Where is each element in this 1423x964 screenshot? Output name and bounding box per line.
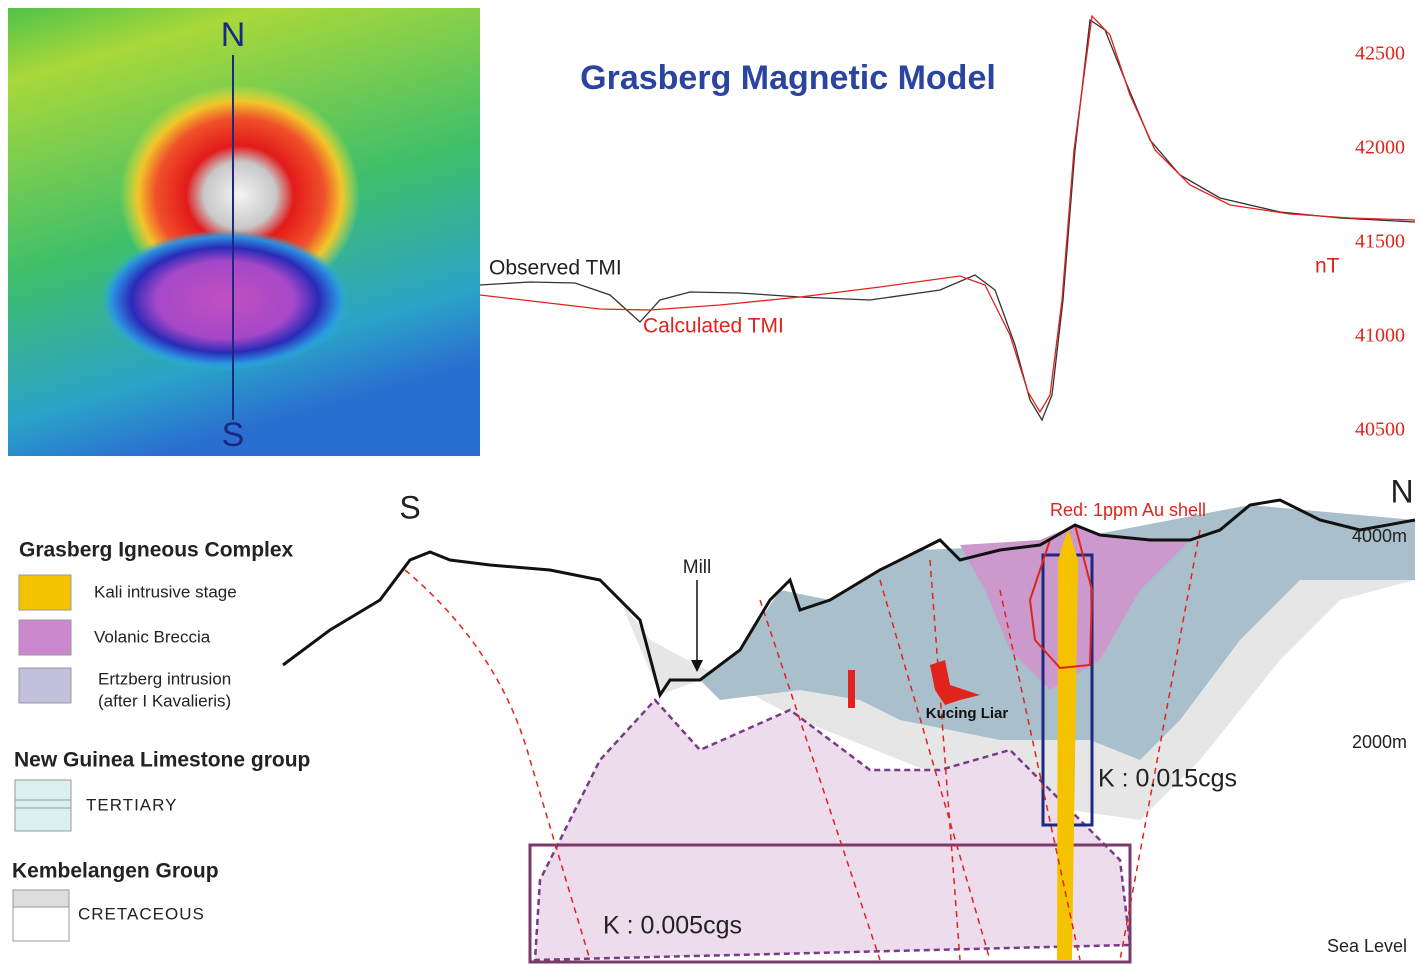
legend-title: New Guinea Limestone group	[14, 749, 310, 772]
unit-label: nT	[1315, 255, 1340, 278]
map-south: S	[222, 416, 245, 454]
sea-level: Sea Level	[1327, 936, 1407, 956]
map: N S	[8, 8, 480, 456]
calculated-label: Calculated TMI	[643, 315, 784, 338]
legend-item: (after I Kavalieris)	[98, 691, 231, 710]
legend-item: TERTIARY	[86, 795, 177, 814]
section: S N Red: 1ppm Au shell 4000m 2000m Sea L…	[282, 473, 1416, 964]
section-north: N	[1390, 473, 1413, 509]
tick-label: 42500	[1355, 43, 1405, 65]
legend-item: Ertzberg intrusion	[98, 669, 231, 688]
legend-item: CRETACEOUS	[78, 904, 205, 923]
legend-item: Volanic Breccia	[94, 627, 211, 646]
profile-title: Grasberg Magnetic Model	[580, 59, 996, 97]
elev-4000: 4000m	[1352, 526, 1407, 546]
tick-label: 41000	[1355, 325, 1405, 347]
legend-title: Kembelangen Group	[12, 860, 219, 883]
profile: Grasberg Magnetic Model Observed TMI Cal…	[479, 14, 1416, 441]
observed-label: Observed TMI	[489, 257, 622, 280]
legend-title: Grasberg Igneous Complex	[19, 539, 294, 562]
section-south: S	[399, 489, 420, 525]
tick-label: 41500	[1355, 231, 1405, 253]
kucing-liar-label: Kucing Liar	[926, 705, 1009, 722]
tick-labels: 42500 42000 41500 41000 40500	[1355, 43, 1405, 441]
k-low-label: K : 0.005cgs	[603, 912, 742, 940]
au-shell-label: Red: 1ppm Au shell	[1050, 500, 1206, 520]
legend: Grasberg Igneous Complex Kali intrusive …	[12, 539, 310, 942]
tick-label: 42000	[1355, 137, 1405, 159]
tick-label: 40500	[1355, 419, 1405, 441]
elev-2000: 2000m	[1352, 732, 1407, 752]
legend-item: Kali intrusive stage	[94, 582, 237, 601]
map-north: N	[221, 16, 246, 54]
mill-label: Mill	[683, 557, 712, 578]
k-high-label: K : 0.015cgs	[1098, 765, 1237, 793]
